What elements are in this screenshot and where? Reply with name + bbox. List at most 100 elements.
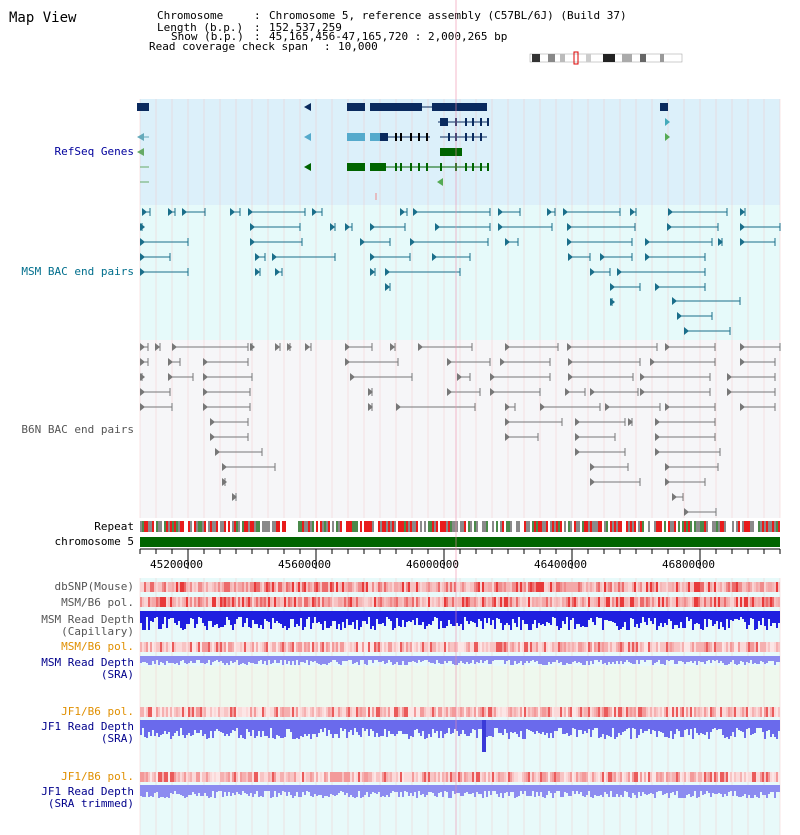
depth-bar: [542, 728, 544, 732]
pol-cell: [452, 642, 454, 652]
refseq-label[interactable]: RefSeq Genes: [54, 145, 134, 158]
pol-cell: [428, 772, 430, 782]
repeat-segment: [544, 521, 546, 532]
pol-cell: [568, 772, 570, 782]
pol-cell: [654, 597, 656, 607]
depth-bar: [358, 728, 360, 735]
repeat-segment: [190, 521, 192, 532]
pol-cell: [402, 582, 404, 592]
jf1-b6-pol-label-1[interactable]: JF1/B6 pol.: [61, 705, 134, 718]
pol-cell: [606, 642, 608, 652]
depth-bar: [590, 617, 592, 618]
chromosome-bar[interactable]: [140, 537, 780, 547]
depth-bar: [530, 791, 532, 796]
pol-cell: [640, 582, 642, 592]
refseq-gene-glyphs[interactable]: [137, 103, 670, 200]
repeat-track-bar[interactable]: [140, 521, 780, 532]
pol-cell: [324, 772, 326, 782]
pol-cell: [684, 772, 686, 782]
b6n-bac-label[interactable]: B6N BAC end pairs: [21, 423, 134, 436]
jf1-b6-pol-label-2[interactable]: JF1/B6 pol.: [61, 770, 134, 783]
depth-bar: [456, 791, 458, 793]
pol-cell: [726, 707, 728, 717]
pol-cell: [220, 642, 222, 652]
chromosome-label-track[interactable]: chromosome 5: [54, 535, 134, 548]
depth-bar: [326, 791, 328, 796]
depth-bar: [362, 617, 364, 621]
depth-bar: [192, 617, 194, 619]
pol-cell: [644, 582, 646, 592]
depth-bar: [334, 728, 336, 734]
depth-bar: [294, 728, 296, 739]
pol-cell: [476, 772, 478, 782]
pol-cell: [688, 707, 690, 717]
depth-bar: [540, 617, 542, 625]
msm-b6-pol-label-2[interactable]: MSM/B6 pol.: [61, 640, 134, 653]
pol-cell: [518, 642, 520, 652]
repeat-segment: [526, 521, 528, 532]
pol-cell: [510, 772, 512, 782]
pol-cell: [594, 597, 596, 607]
b6n-bac-glyphs[interactable]: [140, 343, 781, 516]
jf1-depth-trim-label[interactable]: JF1 Read Depth: [41, 785, 134, 798]
pol-cell: [326, 772, 328, 782]
repeat-label[interactable]: Repeat: [94, 520, 134, 533]
repeat-segment: [604, 521, 606, 532]
msm-b6-pol-label-1[interactable]: MSM/B6 pol.: [61, 596, 134, 609]
depth-bar: [346, 728, 348, 738]
pol-cell: [308, 772, 310, 782]
repeat-segment: [700, 521, 702, 532]
pol-cell: [148, 642, 150, 652]
depth-bar: [578, 728, 580, 730]
depth-bar: [252, 791, 254, 797]
jf1-depth-sra-label[interactable]: JF1 Read Depth: [41, 720, 134, 733]
pol-cell: [654, 582, 656, 592]
pol-cell: [244, 582, 246, 592]
msm-depth-sra-label[interactable]: MSM Read Depth: [41, 656, 134, 669]
depth-bar: [436, 617, 438, 618]
pol-cell: [388, 707, 390, 717]
polymorphism-depth-tracks[interactable]: [140, 582, 780, 798]
repeat-segment: [144, 521, 146, 532]
depth-bar: [334, 617, 336, 621]
pol-cell: [452, 597, 454, 607]
pol-cell: [652, 772, 654, 782]
depth-bar: [154, 617, 156, 618]
depth-bar: [592, 617, 594, 622]
chromosome-ideogram[interactable]: [529, 51, 683, 65]
pol-cell: [232, 707, 234, 717]
pol-cell: [630, 582, 632, 592]
bac-end: [568, 253, 573, 261]
depth-bar: [346, 791, 348, 793]
depth-bar: [184, 728, 186, 738]
pol-cell: [578, 707, 580, 717]
pol-cell: [536, 642, 538, 652]
depth-bar: [242, 660, 244, 663]
pol-cell: [402, 642, 404, 652]
pol-cell: [388, 642, 390, 652]
pol-cell: [668, 642, 670, 652]
pol-cell: [482, 772, 484, 782]
pol-cell: [148, 597, 150, 607]
msm-bac-label[interactable]: MSM BAC end pairs: [21, 265, 134, 278]
depth-bar: [692, 728, 694, 739]
pol-cell: [526, 582, 528, 592]
depth-bar: [416, 617, 418, 618]
pol-cell: [220, 597, 222, 607]
pol-cell: [406, 597, 408, 607]
depth-bar: [542, 617, 544, 624]
depth-bar: [438, 660, 440, 663]
msm-bac-glyphs[interactable]: [140, 208, 781, 335]
bac-end: [740, 358, 745, 366]
pol-cell: [418, 642, 420, 652]
depth-bar: [412, 617, 414, 620]
pol-cell: [292, 642, 294, 652]
depth-bar: [402, 617, 404, 620]
depth-bar: [562, 617, 564, 621]
msm-depth-cap-label[interactable]: MSM Read Depth: [41, 613, 134, 626]
pol-cell: [448, 642, 450, 652]
dbsnp-label[interactable]: dbSNP(Mouse): [54, 580, 134, 593]
depth-bar: [478, 791, 480, 794]
depth-bar: [636, 728, 638, 738]
pol-cell: [310, 582, 312, 592]
